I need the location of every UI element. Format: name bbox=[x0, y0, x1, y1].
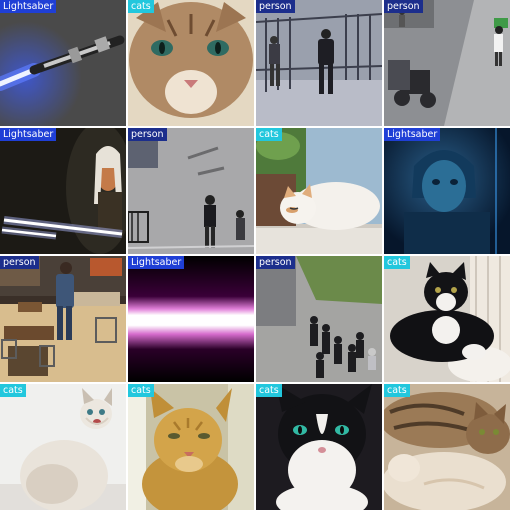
tile-label: cats bbox=[128, 384, 154, 397]
grid-tile-cat-tuxedo-lying[interactable]: cats bbox=[384, 256, 510, 382]
grid-tile-street-scooters[interactable]: person bbox=[384, 0, 510, 126]
tile-image bbox=[256, 256, 382, 382]
grid-tile-cat-orange[interactable]: cats bbox=[128, 384, 254, 510]
tile-label: person bbox=[128, 128, 167, 141]
tile-label: cats bbox=[384, 384, 410, 397]
tile-image bbox=[384, 384, 510, 510]
grid-tile-cat-white-fluffy[interactable]: cats bbox=[0, 384, 126, 510]
tile-image bbox=[0, 128, 126, 254]
grid-tile-lightsaber-blue[interactable]: Lightsaber bbox=[0, 0, 126, 126]
tile-image bbox=[0, 256, 126, 382]
tile-image bbox=[0, 384, 126, 510]
tile-label: cats bbox=[256, 384, 282, 397]
tile-label: Lightsaber bbox=[384, 128, 441, 141]
grid-tile-pink-beam[interactable]: Lightsaber bbox=[128, 256, 254, 382]
tile-label: person bbox=[256, 0, 295, 13]
tile-image bbox=[384, 256, 510, 382]
tile-image bbox=[256, 128, 382, 254]
tile-label: person bbox=[256, 256, 295, 269]
tile-image bbox=[128, 128, 254, 254]
tile-label: cats bbox=[0, 384, 26, 397]
tile-label: cats bbox=[384, 256, 410, 269]
grid-tile-cat-lying[interactable]: cats bbox=[256, 128, 382, 254]
tile-image bbox=[128, 256, 254, 382]
tile-label: cats bbox=[128, 0, 154, 13]
tile-image bbox=[256, 384, 382, 510]
grid-tile-blue-figure[interactable]: Lightsaber bbox=[384, 128, 510, 254]
tile-image bbox=[128, 384, 254, 510]
grid-tile-restaurant[interactable]: person bbox=[0, 256, 126, 382]
tile-image bbox=[0, 0, 126, 126]
tile-label: Lightsaber bbox=[128, 256, 185, 269]
grid-tile-cat-pile[interactable]: cats bbox=[384, 384, 510, 510]
tile-image bbox=[384, 128, 510, 254]
tile-image bbox=[384, 0, 510, 126]
tile-label: Lightsaber bbox=[0, 0, 57, 13]
grid-tile-person-gate[interactable]: person bbox=[256, 0, 382, 126]
tile-image bbox=[128, 0, 254, 126]
grid-tile-ahsoka-sabers[interactable]: Lightsaber bbox=[0, 128, 126, 254]
grid-tile-cat-tuxedo-face[interactable]: cats bbox=[256, 384, 382, 510]
tile-image bbox=[256, 0, 382, 126]
grid-tile-cat-closeup[interactable]: cats bbox=[128, 0, 254, 126]
tile-label: person bbox=[0, 256, 39, 269]
tile-label: Lightsaber bbox=[0, 128, 57, 141]
tile-label: person bbox=[384, 0, 423, 13]
tile-label: cats bbox=[256, 128, 282, 141]
grid-tile-crowd-top[interactable]: person bbox=[256, 256, 382, 382]
grid-tile-person-street-top[interactable]: person bbox=[128, 128, 254, 254]
